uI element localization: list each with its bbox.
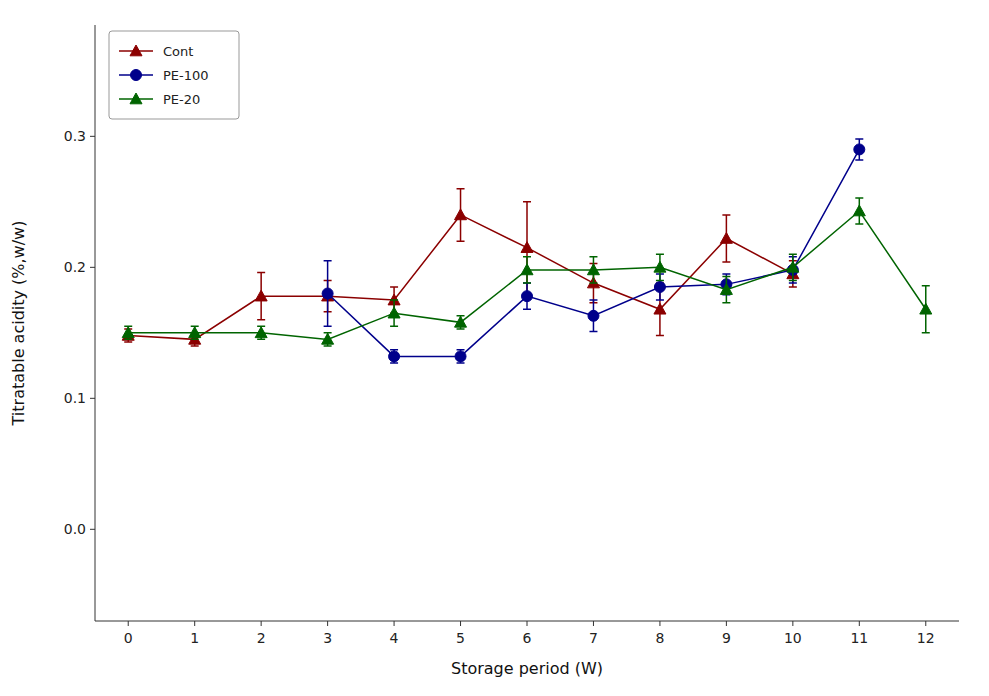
data-point bbox=[322, 288, 333, 299]
data-point bbox=[255, 327, 267, 338]
data-point bbox=[322, 333, 334, 344]
data-point bbox=[521, 242, 533, 253]
data-point bbox=[455, 316, 467, 327]
axes: 01234567891011120.00.10.20.3Storage peri… bbox=[9, 25, 959, 678]
x-tick-label: 1 bbox=[190, 630, 199, 646]
legend-marker bbox=[131, 70, 142, 81]
x-tick-label: 3 bbox=[323, 630, 332, 646]
x-tick bbox=[128, 621, 129, 626]
x-tick-label: 6 bbox=[523, 630, 532, 646]
data-point bbox=[853, 205, 865, 216]
data-point bbox=[854, 144, 865, 155]
data-point bbox=[189, 327, 201, 338]
x-tick bbox=[527, 621, 528, 626]
data-point bbox=[920, 303, 932, 314]
data-point bbox=[654, 261, 666, 272]
y-tick-label: 0.0 bbox=[64, 521, 86, 537]
y-axis-line bbox=[95, 25, 96, 621]
y-tick-label: 0.3 bbox=[64, 128, 86, 144]
data-point bbox=[455, 209, 467, 220]
data-point bbox=[720, 284, 732, 295]
x-tick bbox=[194, 621, 195, 626]
y-tick-label: 0.1 bbox=[64, 390, 86, 406]
legend-box bbox=[109, 31, 239, 119]
x-tick bbox=[726, 621, 727, 626]
legend-label: PE-20 bbox=[163, 92, 200, 107]
y-tick bbox=[90, 398, 95, 399]
legend-marker bbox=[130, 45, 142, 56]
data-point bbox=[522, 291, 533, 302]
legend-label: Cont bbox=[163, 44, 193, 59]
x-tick-label: 11 bbox=[850, 630, 868, 646]
x-tick bbox=[925, 621, 926, 626]
x-tick-label: 12 bbox=[917, 630, 935, 646]
series-line bbox=[328, 149, 860, 356]
data-point bbox=[255, 290, 267, 301]
data-point bbox=[389, 351, 400, 362]
x-tick-label: 7 bbox=[589, 630, 598, 646]
x-tick-label: 10 bbox=[784, 630, 802, 646]
data-point bbox=[122, 327, 134, 338]
legend-marker bbox=[130, 93, 142, 104]
x-tick bbox=[460, 621, 461, 626]
x-tick bbox=[859, 621, 860, 626]
series bbox=[122, 198, 932, 346]
legend: Cont PE-100 PE-20 bbox=[109, 31, 239, 119]
x-tick-label: 9 bbox=[722, 630, 731, 646]
x-tick-label: 4 bbox=[390, 630, 399, 646]
x-tick-label: 0 bbox=[124, 630, 133, 646]
x-axis-label: Storage period (W) bbox=[451, 659, 603, 678]
x-tick bbox=[792, 621, 793, 626]
series bbox=[322, 139, 865, 363]
x-tick-label: 8 bbox=[655, 630, 664, 646]
x-tick bbox=[593, 621, 594, 626]
plot-area bbox=[122, 139, 932, 363]
data-point bbox=[521, 264, 533, 275]
x-tick bbox=[659, 621, 660, 626]
series-line bbox=[128, 211, 926, 339]
chart: 01234567891011120.00.10.20.3Storage peri… bbox=[0, 0, 989, 696]
x-tick-label: 2 bbox=[257, 630, 266, 646]
x-tick-label: 5 bbox=[456, 630, 465, 646]
y-tick bbox=[90, 136, 95, 137]
x-tick bbox=[261, 621, 262, 626]
x-tick bbox=[327, 621, 328, 626]
data-point bbox=[787, 261, 799, 272]
data-point bbox=[720, 233, 732, 244]
y-tick bbox=[90, 267, 95, 268]
y-tick-label: 0.2 bbox=[64, 259, 86, 275]
y-axis-label: Titratable acidity (%,w/w) bbox=[9, 221, 28, 427]
series bbox=[122, 189, 799, 346]
data-point bbox=[388, 307, 400, 318]
data-point bbox=[654, 281, 665, 292]
x-tick bbox=[394, 621, 395, 626]
legend-label: PE-100 bbox=[163, 68, 209, 83]
y-tick bbox=[90, 529, 95, 530]
data-point bbox=[654, 303, 666, 314]
data-point bbox=[588, 310, 599, 321]
data-point bbox=[587, 264, 599, 275]
data-point bbox=[455, 351, 466, 362]
